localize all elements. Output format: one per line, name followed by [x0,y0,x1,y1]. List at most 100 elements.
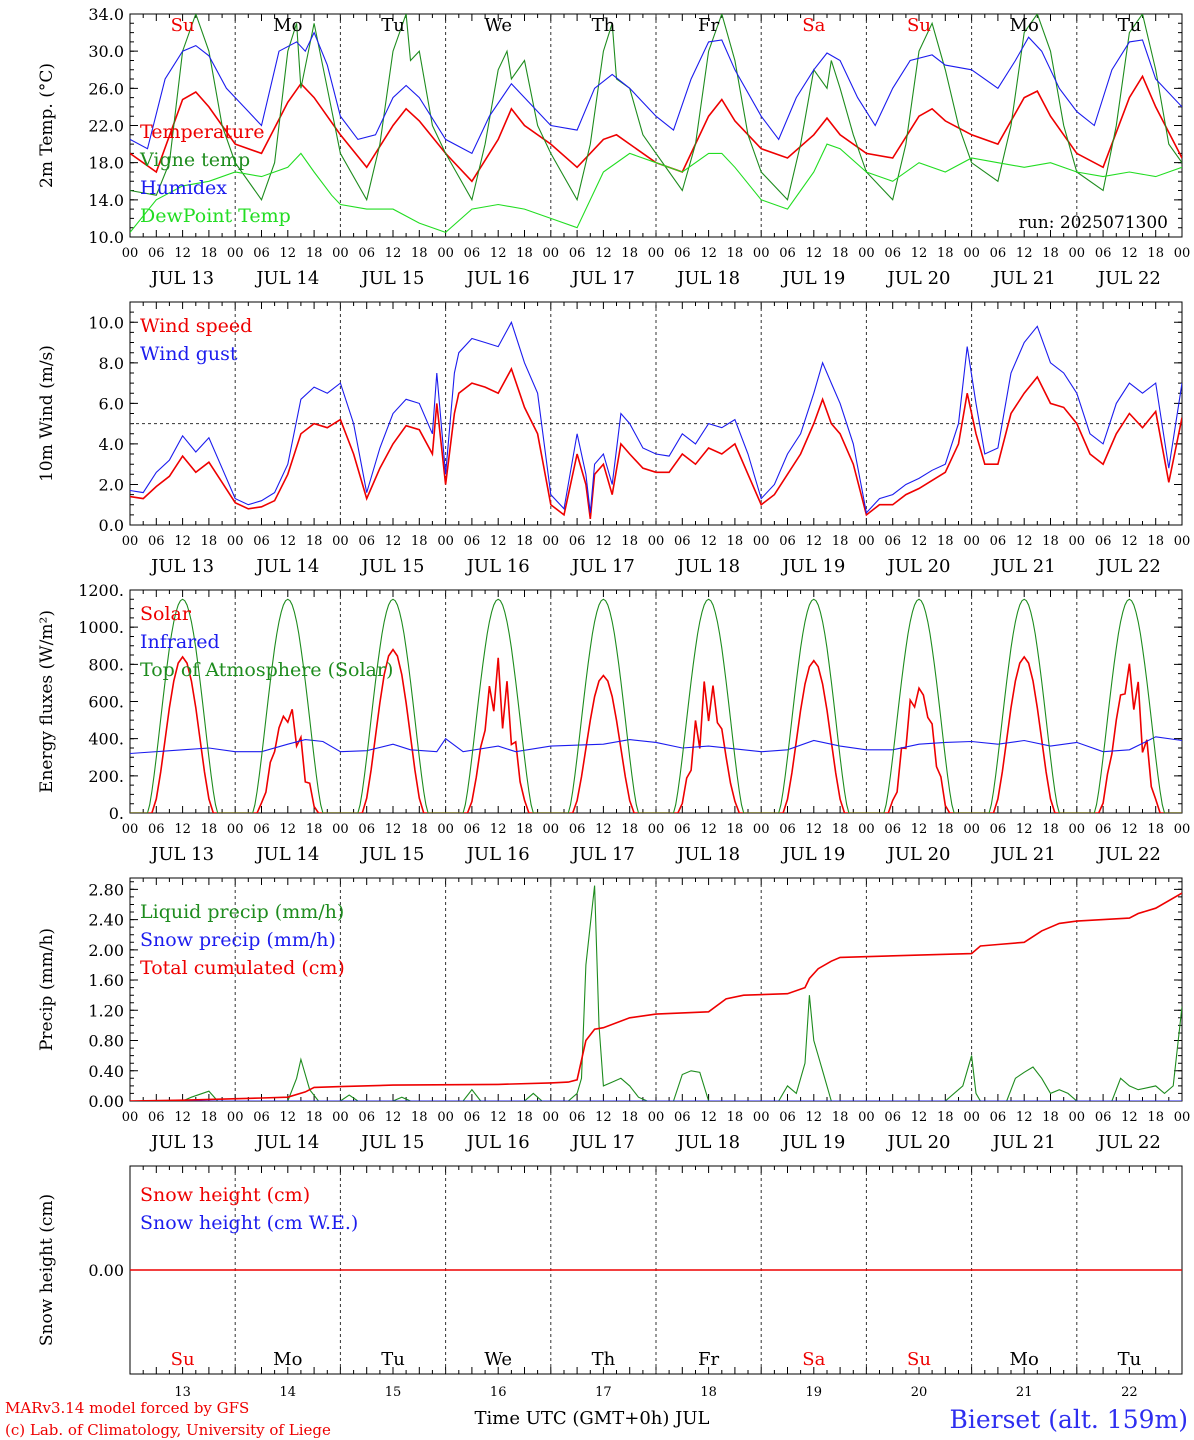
plot-frame [129,301,1183,526]
date-label: JUL 14 [254,844,319,865]
series-group [130,320,1182,520]
hour-label: 12 [700,822,717,837]
hour-label: 12 [174,534,191,549]
date-label: JUL 15 [360,556,425,577]
hour-label: 06 [1095,246,1112,261]
hour-label: 06 [148,822,165,837]
hour-label: 18 [1042,534,1059,549]
day-number: 22 [1121,1385,1138,1400]
date-label: JUL 15 [360,268,425,289]
day-abbrev: Tu [1118,1349,1142,1370]
date-label: JUL 13 [149,268,214,289]
y-axis-label: Energy fluxes (W/m²) [37,610,57,793]
date-label: JUL 14 [254,268,319,289]
hour-label: 18 [201,822,218,837]
legend-entry: Infrared [140,631,220,653]
hour-label: 12 [700,1110,717,1125]
hour-label: 12 [595,822,612,837]
date-label: JUL 21 [991,268,1056,289]
date-label: JUL 15 [360,1132,425,1153]
legend-entry: Solar [140,603,192,625]
series-solar [130,648,1182,813]
hour-label: 06 [358,822,375,837]
hour-label: 06 [1095,1110,1112,1125]
hour-label: 18 [306,246,323,261]
hour-label: 12 [1121,1110,1138,1125]
hour-label: 00 [437,534,454,549]
day-abbrev: Tu [1118,15,1142,36]
hour-label: 06 [884,822,901,837]
x-hour-labels: 00 06 12 18 00 06 12 18 00 06 12 18 00 06 12 18 00 06 12 18… [122,822,1191,837]
hour-label: 00 [122,246,139,261]
hour-label: 06 [148,246,165,261]
hour-label: 18 [516,1110,533,1125]
y-axis-label: Precip (mm/h) [37,928,57,1051]
date-label: JUL 19 [780,268,845,289]
hour-label: 00 [648,246,665,261]
series-group [130,598,1182,813]
x-hour-labels: 00 06 12 18 00 06 12 18 00 06 12 18 00 06 12 18 00 06 12 18… [122,534,1191,549]
hour-label: 00 [227,246,244,261]
hour-label: 06 [779,822,796,837]
y-axis-label: 2m Temp. (°C) [37,63,57,188]
hour-label: 18 [516,246,533,261]
hour-label: 00 [332,1110,349,1125]
y-tick-label: 22.0 [88,117,124,136]
hour-label: 12 [806,822,823,837]
date-label: JUL 21 [991,1132,1056,1153]
hour-label: 12 [595,246,612,261]
hour-label: 00 [1069,534,1086,549]
hour-label: 06 [148,1110,165,1125]
hour-label: 00 [332,822,349,837]
hour-label: 00 [648,534,665,549]
hour-label: 00 [1174,534,1191,549]
hour-label: 00 [332,246,349,261]
series-infrared [130,736,1182,755]
y-tick-label: 18.0 [88,154,124,173]
day-abbrev: Fr [698,15,719,36]
hour-label: 18 [1147,822,1164,837]
date-label: JUL 18 [675,1132,740,1153]
hour-label: 18 [306,822,323,837]
date-label: JUL 20 [886,556,951,577]
date-label: JUL 22 [1096,268,1161,289]
y-tick-label: 0.40 [88,1062,124,1081]
y-tick-label: 1.20 [88,1001,124,1020]
series-total-cumulated-cm- [130,892,1182,1101]
hour-label: 12 [280,534,297,549]
day-abbrev: Tu [381,1349,405,1370]
hour-label: 06 [569,246,586,261]
hour-label: 12 [806,534,823,549]
date-label: JUL 20 [886,268,951,289]
hour-label: 00 [332,534,349,549]
hour-label: 18 [306,534,323,549]
hour-label: 00 [963,246,980,261]
y-tick-label: 26.0 [88,79,124,98]
hour-label: 18 [727,822,744,837]
hour-label: 06 [358,534,375,549]
hour-label: 18 [1147,1110,1164,1125]
hour-label: 12 [174,246,191,261]
series-group [130,14,1182,234]
series-group [130,885,1182,1101]
hour-label: 12 [595,1110,612,1125]
x-ticks [129,590,1183,813]
hour-label: 00 [543,534,560,549]
hour-label: 18 [201,246,218,261]
hour-label: 06 [253,1110,270,1125]
date-label: JUL 19 [780,1132,845,1153]
hour-label: 00 [648,822,665,837]
date-label: JUL 20 [886,844,951,865]
legend-entry: Humidex [140,177,227,199]
date-label: JUL 14 [254,1132,319,1153]
hour-label: 18 [832,246,849,261]
y-tick-label: 0.80 [88,1032,124,1051]
date-label: JUL 16 [465,1132,530,1153]
y-axis-label: Snow height (cm) [37,1194,57,1346]
day-separators [234,302,1078,525]
hour-label: 12 [806,246,823,261]
hour-label: 18 [1042,1110,1059,1125]
hour-label: 00 [858,822,875,837]
hour-label: 06 [464,246,481,261]
hour-label: 12 [280,1110,297,1125]
